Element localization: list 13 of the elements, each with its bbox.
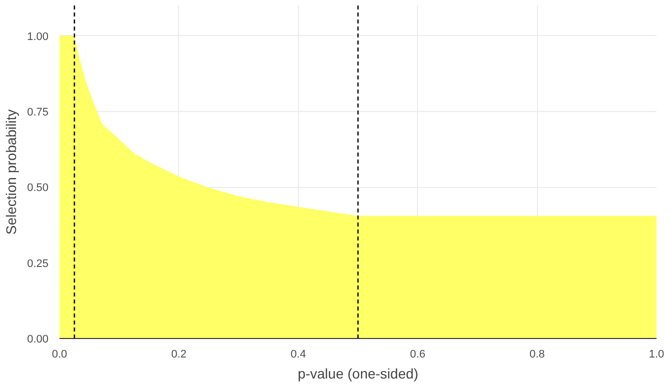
x-tick-label: 0.0 [52, 348, 68, 360]
y-tick-label: 0.75 [27, 106, 49, 118]
y-tick-label: 0.50 [27, 182, 49, 194]
x-axis-title: p-value (one-sided) [298, 366, 418, 382]
y-tick-label: 0.25 [27, 258, 49, 270]
x-tick-label: 1.0 [648, 348, 664, 360]
y-axis-title: Selection probability [3, 109, 20, 235]
x-tick-label: 0.2 [171, 348, 187, 360]
y-tick-label: 1.00 [27, 30, 49, 43]
x-tick-label: 0.4 [290, 348, 306, 360]
x-tick-label: 0.6 [410, 348, 426, 360]
y-tick-label: 0.00 [27, 334, 49, 346]
x-tick-label: 0.8 [529, 348, 545, 360]
